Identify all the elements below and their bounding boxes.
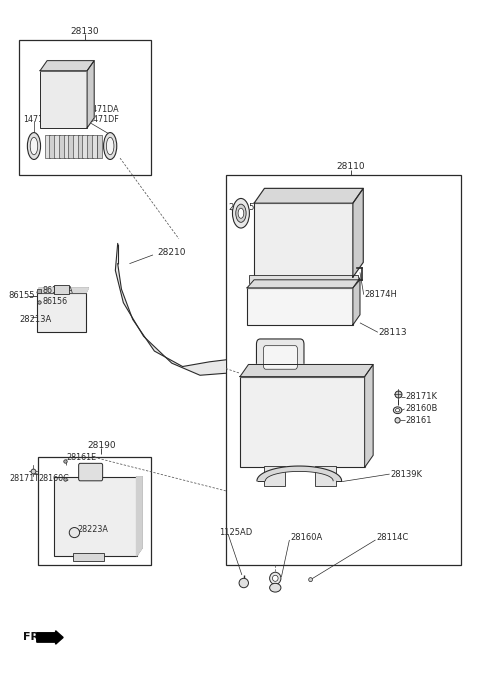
- Bar: [264, 466, 285, 486]
- Text: FR.: FR.: [23, 632, 43, 643]
- Text: 86157A: 86157A: [42, 286, 73, 295]
- Bar: [83, 134, 88, 158]
- Ellipse shape: [104, 132, 117, 159]
- Bar: [19, 40, 151, 175]
- Bar: [250, 275, 358, 285]
- Polygon shape: [257, 466, 342, 481]
- Text: 28130: 28130: [71, 27, 99, 36]
- Polygon shape: [37, 288, 88, 292]
- Bar: [240, 377, 365, 467]
- Bar: [40, 71, 87, 128]
- Polygon shape: [247, 280, 360, 288]
- Bar: [87, 134, 93, 158]
- Bar: [73, 134, 79, 158]
- FancyBboxPatch shape: [264, 346, 298, 369]
- Ellipse shape: [69, 528, 80, 538]
- Bar: [38, 458, 151, 565]
- Ellipse shape: [393, 407, 402, 414]
- Text: 1125AD: 1125AD: [219, 528, 252, 537]
- Text: 28171K: 28171K: [406, 392, 438, 401]
- Text: 28174H: 28174H: [365, 290, 397, 299]
- Bar: [37, 292, 86, 331]
- Text: 28160C: 28160C: [39, 474, 70, 484]
- Ellipse shape: [107, 137, 114, 155]
- Text: 86155: 86155: [9, 292, 35, 300]
- Text: 28223A: 28223A: [78, 525, 108, 534]
- Polygon shape: [240, 364, 373, 377]
- Bar: [92, 134, 97, 158]
- Text: 28160B: 28160B: [406, 404, 438, 414]
- Ellipse shape: [395, 418, 400, 423]
- Text: 1471DF: 1471DF: [23, 115, 53, 123]
- Polygon shape: [87, 60, 94, 128]
- Text: 28161: 28161: [406, 416, 432, 425]
- Bar: [54, 477, 136, 556]
- Bar: [247, 288, 353, 325]
- Ellipse shape: [270, 583, 281, 592]
- Text: 1471DA: 1471DA: [87, 104, 119, 114]
- Bar: [68, 134, 74, 158]
- Bar: [73, 553, 104, 561]
- Polygon shape: [353, 189, 363, 277]
- Ellipse shape: [270, 572, 281, 584]
- Text: 28213A: 28213A: [19, 315, 51, 324]
- Polygon shape: [353, 278, 360, 325]
- Polygon shape: [115, 244, 226, 375]
- Ellipse shape: [238, 209, 244, 218]
- Bar: [49, 134, 55, 158]
- Ellipse shape: [396, 409, 400, 412]
- Polygon shape: [365, 364, 373, 467]
- Text: 86156: 86156: [42, 298, 68, 307]
- Ellipse shape: [309, 578, 312, 582]
- Ellipse shape: [30, 137, 38, 155]
- Text: 28114C: 28114C: [376, 534, 408, 543]
- Bar: [226, 175, 461, 565]
- Ellipse shape: [232, 198, 250, 228]
- Text: 28210: 28210: [157, 248, 186, 257]
- FancyArrow shape: [37, 630, 63, 644]
- Bar: [63, 134, 69, 158]
- Text: 28190: 28190: [87, 440, 116, 450]
- Bar: [78, 134, 84, 158]
- Bar: [315, 466, 336, 486]
- Ellipse shape: [273, 576, 278, 581]
- Bar: [45, 134, 50, 158]
- Text: 1471DF: 1471DF: [88, 115, 120, 124]
- FancyBboxPatch shape: [79, 463, 103, 481]
- Polygon shape: [40, 60, 94, 71]
- Text: 28110: 28110: [336, 163, 365, 172]
- Text: 28160A: 28160A: [291, 534, 323, 543]
- Bar: [59, 134, 64, 158]
- Text: 28111: 28111: [324, 209, 353, 218]
- FancyBboxPatch shape: [256, 339, 304, 375]
- Text: 28115G: 28115G: [228, 202, 261, 212]
- Bar: [96, 134, 102, 158]
- Text: 28139K: 28139K: [391, 470, 422, 479]
- Ellipse shape: [236, 204, 246, 222]
- Ellipse shape: [239, 578, 249, 588]
- Text: 28161E: 28161E: [66, 453, 96, 462]
- Text: 28113: 28113: [379, 328, 408, 337]
- Polygon shape: [136, 477, 142, 556]
- Bar: [54, 134, 60, 158]
- Polygon shape: [254, 189, 363, 203]
- Text: 28171T: 28171T: [10, 474, 39, 484]
- Ellipse shape: [27, 132, 40, 159]
- Bar: [254, 203, 353, 277]
- Bar: [54, 285, 69, 294]
- Text: 28117F: 28117F: [314, 382, 346, 391]
